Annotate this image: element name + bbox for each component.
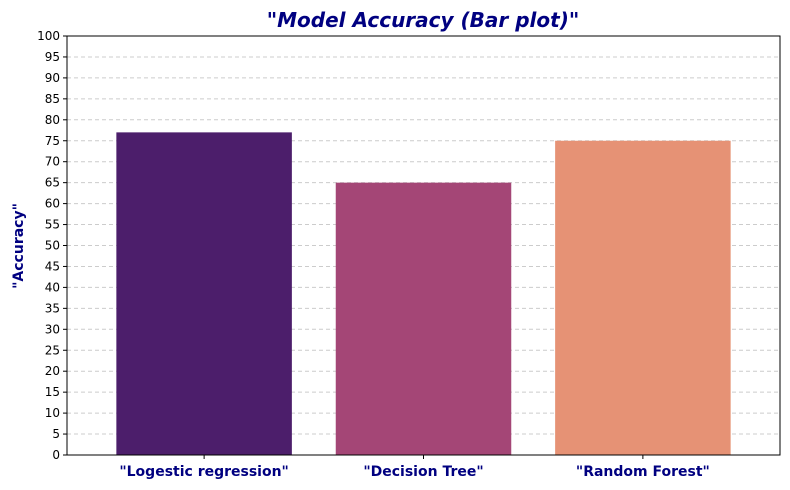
y-tick-label: 10 <box>45 406 60 420</box>
y-tick-label: 35 <box>45 301 60 315</box>
y-tick-label: 40 <box>45 280 60 294</box>
y-tick-label: 70 <box>45 155 60 169</box>
y-tick-label: 95 <box>45 50 60 64</box>
y-tick-label: 55 <box>45 218 60 232</box>
x-tick-label: "Random Forest" <box>576 464 710 480</box>
bar <box>555 140 731 455</box>
chart-title: "Model Accuracy (Bar plot)" <box>267 8 580 32</box>
x-axis-ticks: "Logestic regression" "Decision Tree" "Ran… <box>119 455 710 480</box>
y-tick-label: 60 <box>45 197 60 211</box>
y-tick-label: 75 <box>45 134 60 148</box>
y-tick-label: 100 <box>37 29 60 43</box>
y-tick-label: 5 <box>52 427 60 441</box>
y-axis-label: "Accuracy" <box>11 203 27 289</box>
y-tick-label: 25 <box>45 343 60 357</box>
x-tick-label: "Decision Tree" <box>363 464 483 480</box>
y-tick-label: 90 <box>45 71 60 85</box>
y-tick-label: 85 <box>45 92 60 106</box>
y-tick-label: 0 <box>52 448 60 462</box>
y-tick-label: 15 <box>45 385 60 399</box>
y-tick-label: 45 <box>45 259 60 273</box>
y-tick-label: 30 <box>45 322 60 336</box>
bars <box>116 132 731 455</box>
y-tick-label: 65 <box>45 176 60 190</box>
bar <box>335 182 512 455</box>
y-axis-ticks: 0 5 10 15 20 25 30 35 40 45 50 55 60 65 70 75 80 85 90 95 10… <box>37 29 67 462</box>
y-tick-label: 20 <box>45 364 60 378</box>
y-tick-label: 80 <box>45 113 60 127</box>
x-tick-label: "Logestic regression" <box>119 464 289 480</box>
y-tick-label: 50 <box>45 239 60 253</box>
bar <box>116 132 292 455</box>
